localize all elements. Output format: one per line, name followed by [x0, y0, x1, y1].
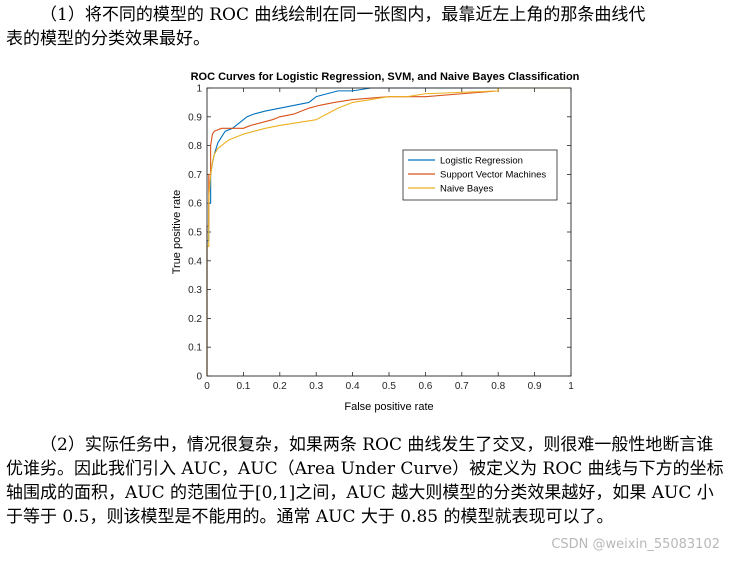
- y-tick-label: 0.3: [188, 285, 202, 296]
- x-tick-label: 0.9: [528, 381, 542, 392]
- x-tick-label: 0.6: [418, 381, 432, 392]
- plot-background: [207, 88, 571, 376]
- x-tick-label: 0.5: [382, 381, 396, 392]
- watermark: CSDN @weixin_55083102: [551, 537, 720, 552]
- legend-box: [402, 149, 558, 201]
- x-tick-label: 0.3: [309, 381, 323, 392]
- roc-chart: ROC Curves for Logistic Regression, SVM,…: [155, 64, 595, 419]
- x-tick-label: 0.7: [455, 381, 469, 392]
- paragraph-1-line-2: 表的模型的分类效果最好。: [6, 29, 210, 49]
- legend-label-3: Naive Bayes: [440, 184, 494, 195]
- x-axis-label: False positive rate: [344, 401, 433, 413]
- y-tick-label: 0.9: [188, 112, 202, 123]
- y-tick-label: 0.8: [188, 141, 202, 152]
- series-line-1: [206, 87, 571, 376]
- x-tick-label: 0.8: [491, 381, 505, 392]
- y-tick-label: 0.5: [188, 228, 202, 239]
- legend-label-1: Logistic Regression: [440, 156, 523, 167]
- y-tick-label: 1: [196, 84, 202, 95]
- plot-area: 0 0.1 0.2 0.3 0.4 0.5 0.6 0.7 0.8 0.9 1 0 0.1 0.2 0.3 0…: [188, 84, 574, 393]
- y-tick-label: 0.2: [188, 314, 202, 325]
- y-tick-label: 0.6: [188, 199, 202, 210]
- x-tick-label: 0.2: [273, 381, 287, 392]
- y-tick-label: 0.7: [188, 170, 202, 181]
- paragraph-1-line-1: （1）将不同的模型的 ROC 曲线绘制在同一张图内，最靠近左上角的那条曲线代: [40, 5, 646, 25]
- x-tick-label: 0.1: [236, 381, 250, 392]
- paragraph-1: （1）将不同的模型的 ROC 曲线绘制在同一张图内，最靠近左上角的那条曲线代表的…: [6, 3, 728, 51]
- legend-label-2: Support Vector Machines: [440, 170, 546, 181]
- plot-frame: [206, 87, 572, 377]
- y-axis-label: True positive rate: [171, 190, 183, 275]
- y-tick-label: 0.1: [188, 343, 202, 354]
- series-line-3: [206, 87, 571, 376]
- chart-title: ROC Curves for Logistic Regression, SVM,…: [191, 71, 580, 83]
- x-tick-label: 1: [568, 381, 574, 392]
- paragraph-2: （2）实际任务中，情况很复杂，如果两条 ROC 曲线发生了交叉，则很难一般性地断…: [6, 433, 728, 529]
- paragraph-2-text: （2）实际任务中，情况很复杂，如果两条 ROC 曲线发生了交叉，则很难一般性地断…: [6, 435, 724, 527]
- y-tick-label: 0.4: [188, 256, 202, 267]
- roc-chart-svg: ROC Curves for Logistic Regression, SVM,…: [155, 64, 595, 419]
- series-line-2: [206, 87, 571, 376]
- x-tick-label: 0: [204, 381, 210, 392]
- x-tick-label: 0.4: [346, 381, 360, 392]
- y-tick-label: 0: [196, 372, 202, 383]
